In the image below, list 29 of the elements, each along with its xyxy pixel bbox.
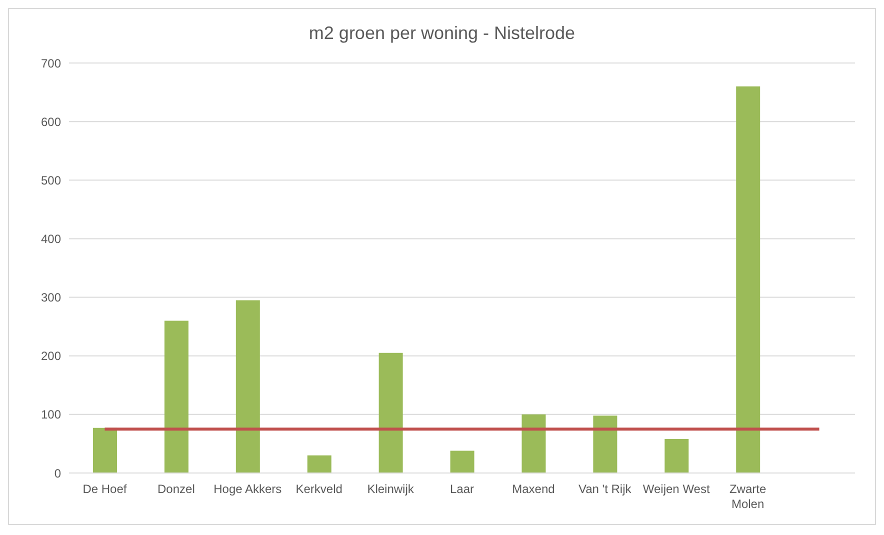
x-tick-label: Donzel [158, 482, 195, 496]
x-tick-label: Maxend [512, 482, 555, 496]
bar [736, 86, 760, 473]
x-tick-label: Kleinwijk [367, 482, 415, 496]
y-tick-label: 700 [40, 56, 62, 70]
x-tick-label: Kerkveld [296, 482, 342, 496]
y-tick-label: 500 [40, 173, 62, 188]
bar [164, 320, 188, 473]
x-tick-label: Hoge Akkers [214, 482, 282, 496]
x-tick-label: Van 't Rijk [578, 482, 632, 496]
x-tick-label: De Hoef [82, 482, 128, 496]
bar [236, 300, 260, 473]
y-tick-label: 400 [40, 232, 62, 246]
bar [378, 352, 403, 473]
x-tick-label: Weijen West [642, 482, 710, 496]
chart-title: m2 groen per woning - Nistelrode [308, 22, 576, 45]
x-tick-label: Zwarte Molen [729, 482, 766, 511]
x-tick-label: Laar [450, 482, 474, 496]
y-tick-label: 100 [40, 408, 62, 422]
bar [522, 414, 546, 473]
bar [593, 416, 618, 473]
y-tick-label: 0 [54, 466, 62, 480]
bar [664, 439, 689, 473]
bar [307, 455, 332, 473]
y-tick-label: 300 [40, 290, 62, 305]
y-tick-label: 600 [40, 114, 62, 129]
bar [450, 450, 474, 473]
y-tick-label: 200 [40, 349, 62, 364]
bar [93, 428, 117, 473]
